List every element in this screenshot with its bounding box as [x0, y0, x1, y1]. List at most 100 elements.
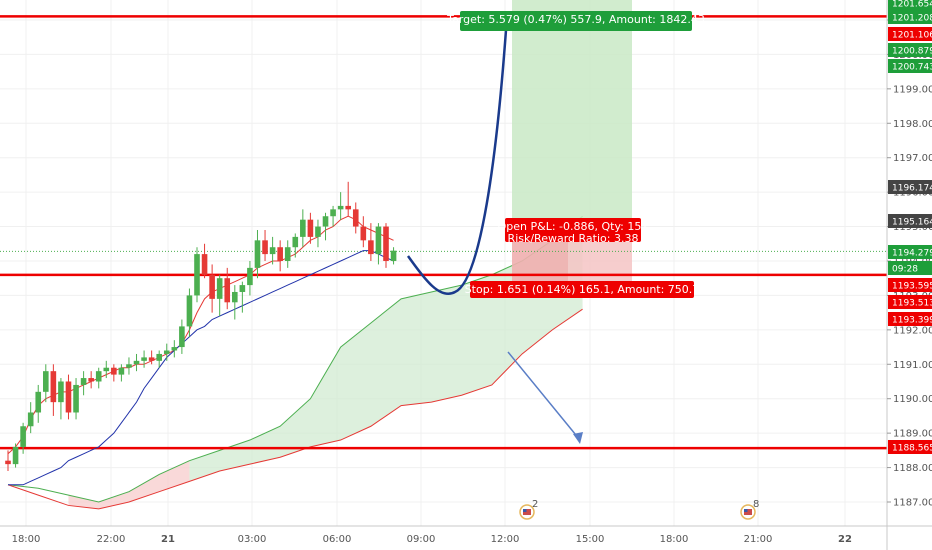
y-tick-label: 1189.000 — [893, 429, 932, 440]
candle-body — [20, 426, 26, 447]
candle-body — [337, 205, 344, 210]
price-tag: 1201.654 — [888, 0, 932, 10]
flag-canton — [523, 509, 527, 512]
price-tag-bg — [888, 214, 932, 228]
event-marker[interactable]: 8 — [740, 499, 759, 520]
candle-body — [322, 216, 329, 227]
target-zone — [512, 0, 632, 227]
x-tick-label: 18:00 — [12, 534, 41, 545]
candle-body — [360, 226, 367, 241]
stop-label-text: Stop: 1.651 (0.14%) 165.1, Amount: 750.7 — [465, 283, 700, 296]
price-tag-text: 1194.279 — [892, 249, 932, 259]
price-tag: 1200.879 — [888, 43, 932, 57]
price-tag-bg — [888, 59, 932, 73]
candle-body — [186, 295, 193, 327]
price-tag: 1201.106 — [888, 27, 932, 41]
price-tag-bg — [888, 180, 932, 194]
price-tag-text: 1201.106 — [892, 31, 932, 41]
pnl-label-text: Open P&L: -0.886, Qty: 151 — [498, 220, 649, 233]
candle-body — [5, 460, 11, 465]
y-tick-label: 1192.000 — [893, 325, 932, 336]
candle-body — [133, 360, 140, 365]
price-tag-bg — [888, 43, 932, 57]
target-label-bg — [460, 11, 692, 31]
candle-body — [209, 274, 215, 299]
stop-label: Stop: 1.651 (0.14%) 165.1, Amount: 750.7 — [465, 281, 700, 298]
ichimoku-lines — [7, 215, 394, 486]
candle-body — [88, 378, 94, 382]
price-tag-text: 1193.595 — [892, 282, 932, 292]
y-tick-label: 1199.000 — [893, 84, 932, 95]
price-tag-text: 1200.879 — [892, 47, 932, 57]
price-tag: 1201.208 — [888, 10, 932, 24]
candle-body — [163, 350, 170, 354]
candle-body — [232, 291, 238, 303]
candle-body — [262, 240, 268, 255]
x-tick-label: 18:00 — [660, 534, 689, 545]
candles — [5, 181, 397, 472]
candle-body — [277, 247, 283, 261]
senkou-span-b — [7, 308, 583, 510]
candle-body — [73, 384, 79, 413]
candle-body — [126, 364, 132, 368]
price-tag-bg — [888, 312, 932, 326]
price-tag: 09:28 — [888, 261, 932, 275]
pnl-label-text: Risk/Reward Ratio: 3.38 — [508, 232, 639, 245]
drawings[interactable] — [406, 29, 583, 444]
y-tick-label: 1197.000 — [893, 153, 932, 164]
flag-icon — [744, 509, 752, 515]
price-tag-text: 1201.208 — [892, 14, 932, 24]
projection-curve — [406, 29, 508, 295]
candle-body — [292, 236, 299, 248]
event-badge: 2 — [532, 499, 538, 510]
candle-body — [300, 219, 306, 237]
x-axis: 18:00 22:00 21 03:00 06:00 09:00 12:00 15:00 18:… — [0, 525, 932, 545]
price-tag-bg — [888, 27, 932, 41]
candle-body — [179, 326, 185, 348]
candle-body — [141, 357, 147, 361]
candle-body — [194, 254, 200, 296]
candle-body — [148, 357, 155, 361]
price-tag: 1200.743 — [888, 59, 932, 73]
position-labels: Target: 5.579 (0.47%) 557.9, Amount: 184… — [446, 11, 705, 298]
candle-body — [383, 226, 389, 261]
candle-body — [35, 391, 42, 413]
candle-body — [156, 353, 162, 361]
candle-body — [65, 381, 72, 413]
candle-body — [247, 267, 253, 286]
x-tick-label: 12:00 — [491, 534, 520, 545]
candle-body — [345, 205, 351, 210]
candle-body — [375, 226, 382, 255]
price-tag-text: 1200.743 — [892, 63, 932, 73]
price-tag: 1193.513 — [888, 295, 932, 309]
senkou-span-a — [7, 215, 583, 503]
y-tick-label: 1188.000 — [893, 463, 932, 474]
y-tick-label: 1191.000 — [893, 360, 932, 371]
event-badge: 8 — [753, 499, 759, 510]
price-tag-text: 1188.565 — [892, 444, 932, 454]
x-tick-label: 15:00 — [576, 534, 605, 545]
candle-body — [239, 285, 246, 292]
projection-arrow-line — [507, 351, 581, 441]
price-tag-text: 1196.174 — [892, 184, 932, 194]
event-marker[interactable]: 2 — [519, 499, 538, 520]
candle-body — [315, 226, 321, 237]
price-tags: 1201.654 1201.208 1201.106 1200.879 1200.743… — [888, 0, 932, 454]
candle-body — [118, 367, 125, 375]
price-tag-text: 1193.513 — [892, 299, 932, 309]
y-tick-label: 1187.000 — [893, 498, 932, 509]
x-tick-label: 06:00 — [323, 534, 352, 545]
price-tag: 1195.164 — [888, 214, 932, 228]
candle-body — [50, 371, 57, 403]
candle-body — [171, 347, 178, 351]
candle-body — [330, 209, 336, 217]
horizontal-lines[interactable] — [0, 15, 887, 450]
x-tick-label: 21:00 — [744, 534, 773, 545]
price-tag-text: 1195.164 — [892, 218, 932, 228]
price-tag: 1194.279 — [888, 245, 932, 259]
candle-body — [352, 209, 359, 227]
x-tick-label: 21 — [161, 534, 175, 545]
candle-body — [307, 219, 314, 237]
